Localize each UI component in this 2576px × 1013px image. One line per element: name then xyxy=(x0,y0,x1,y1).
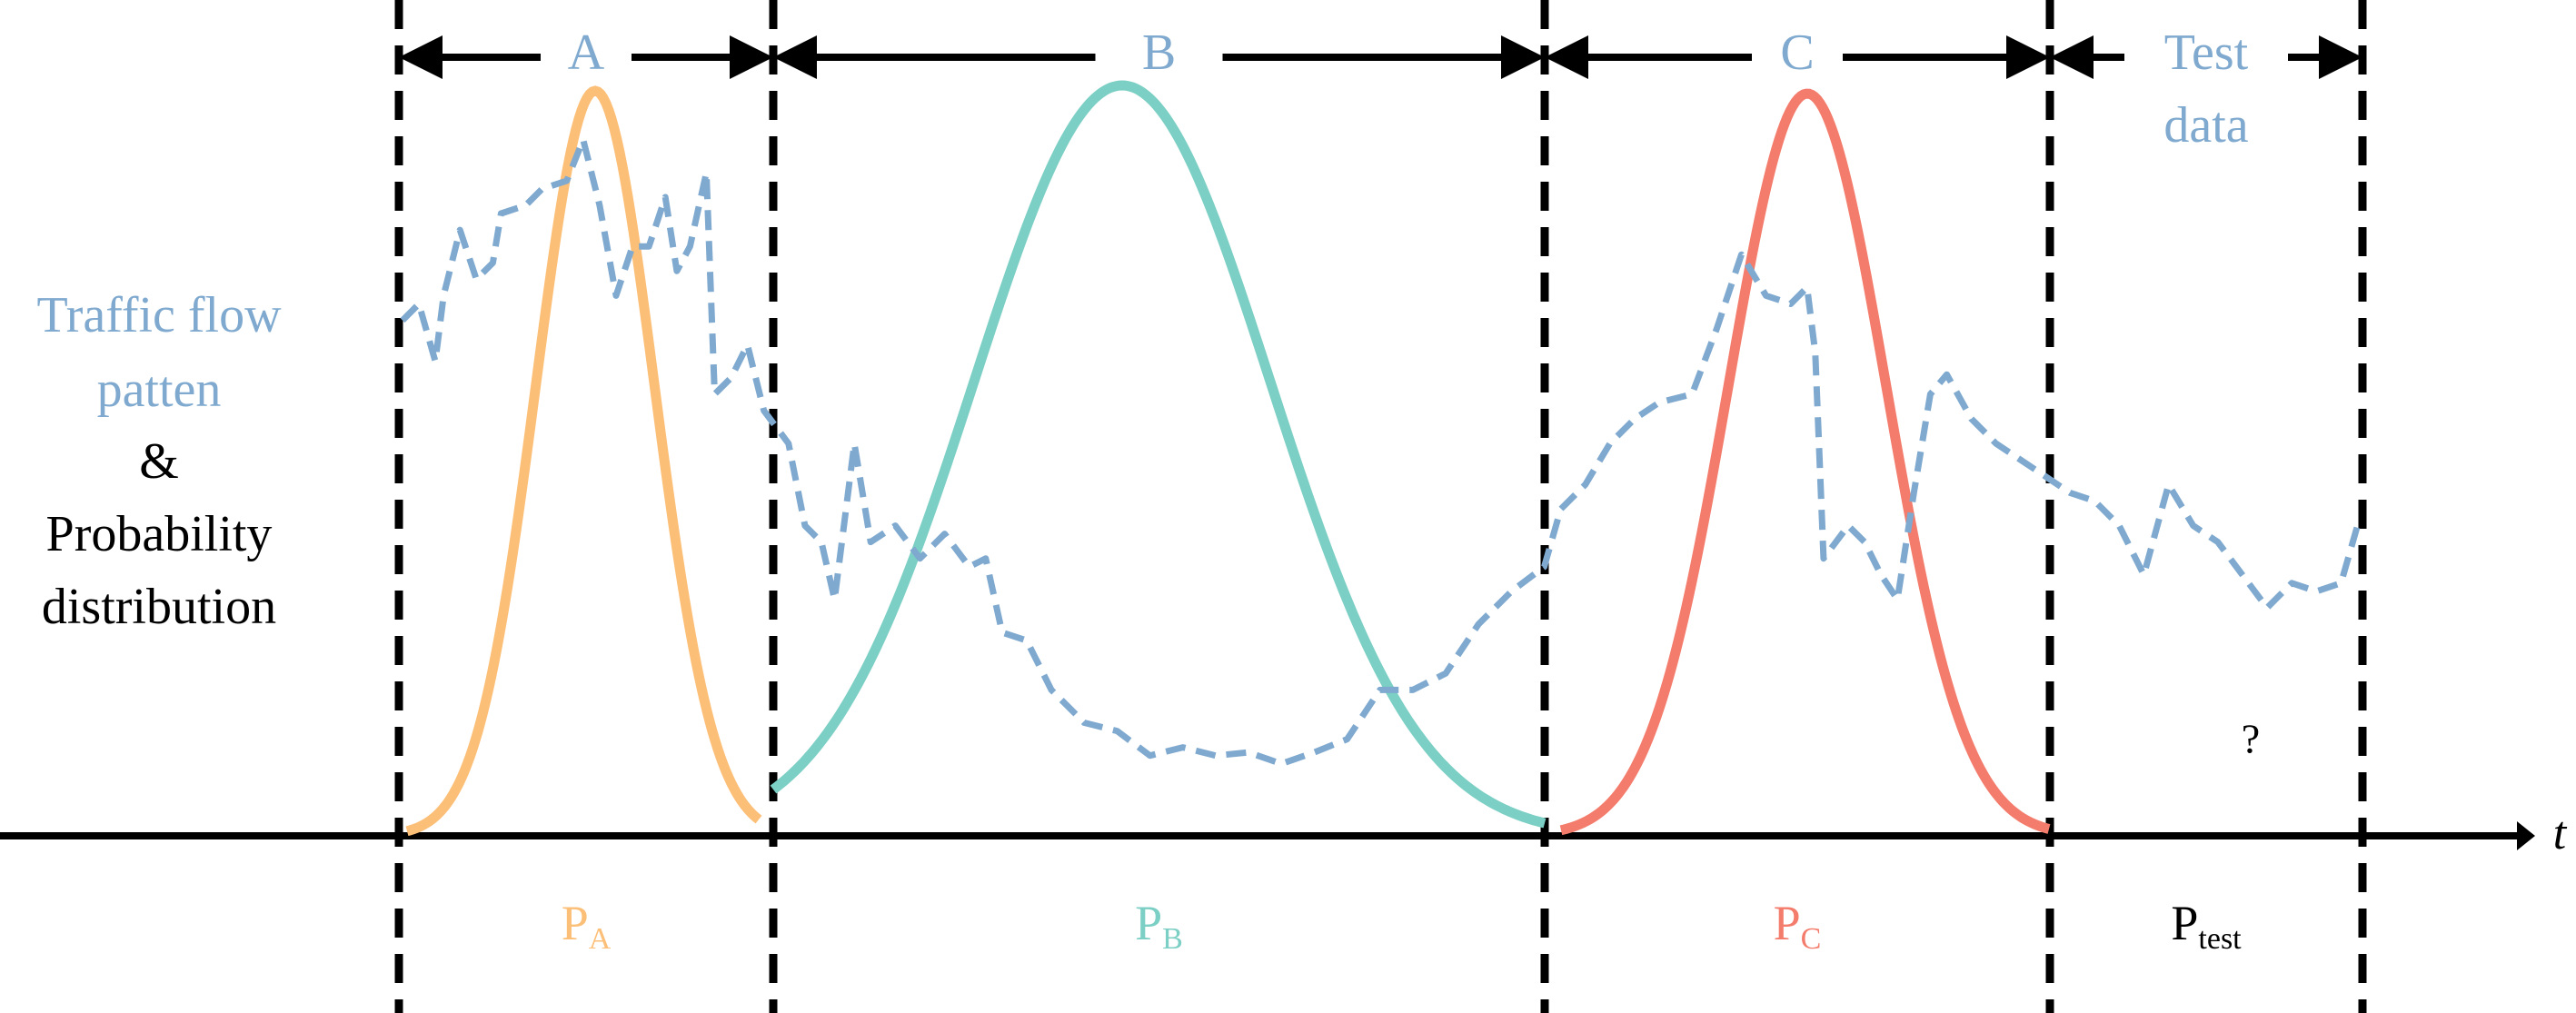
distribution-curve xyxy=(405,85,762,837)
segment-label: Test xyxy=(2164,25,2249,81)
left-label-line: & xyxy=(139,433,179,490)
segment-label: A xyxy=(568,25,605,81)
axis-arrow xyxy=(2517,821,2535,850)
axis-label: t xyxy=(2553,808,2568,859)
probability-subscript: A xyxy=(589,922,612,956)
left-label-line: patten xyxy=(97,362,222,418)
probability-symbol: P xyxy=(2171,896,2198,950)
probability-label: PB xyxy=(1135,896,1183,955)
segment-label: data xyxy=(2163,97,2248,154)
probability-subscript: B xyxy=(1162,922,1183,956)
probability-subscript: test xyxy=(2198,922,2242,956)
probability-label: PC xyxy=(1774,896,1822,955)
traffic-flow-line xyxy=(400,136,2361,768)
probability-symbol: P xyxy=(562,896,589,950)
probability-symbol: P xyxy=(1774,896,1801,950)
left-label-line: Probability xyxy=(46,506,273,562)
question-mark: ? xyxy=(2242,716,2260,762)
segment-label: C xyxy=(1780,25,1814,81)
distribution-curve xyxy=(770,80,1547,829)
left-label-line: Traffic flow xyxy=(36,287,282,343)
probability-label: Ptest xyxy=(2171,896,2242,955)
left-label-line: distribution xyxy=(42,579,276,635)
distribution-curve xyxy=(1559,88,2051,836)
probability-label: PA xyxy=(562,896,612,955)
segment-label: B xyxy=(1142,25,1176,81)
probability-subscript: C xyxy=(1801,922,1822,956)
probability-symbol: P xyxy=(1135,896,1162,950)
